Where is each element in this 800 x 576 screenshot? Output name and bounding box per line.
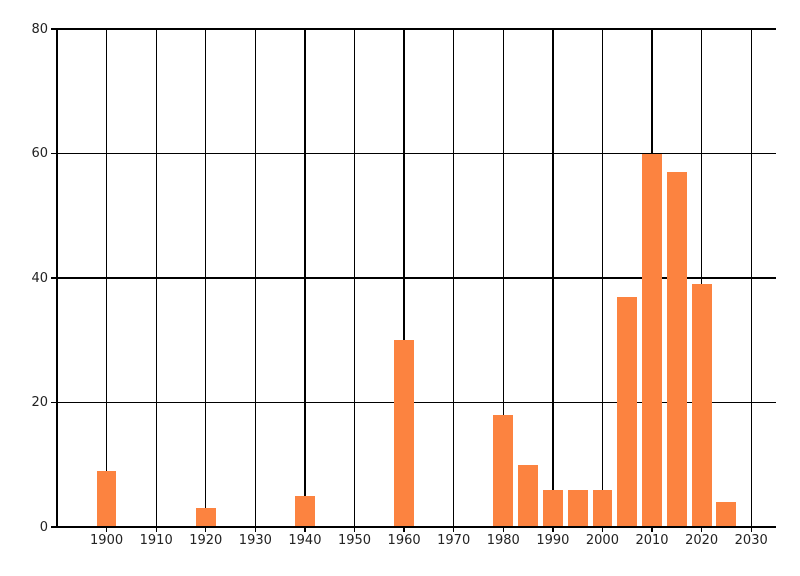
- bar: [716, 502, 737, 527]
- bar: [518, 464, 538, 527]
- y-tick: [51, 401, 57, 404]
- y-tick-label: 80: [31, 21, 48, 37]
- x-tick: [700, 527, 703, 532]
- x-tick-label: 1980: [486, 533, 520, 548]
- bar: [691, 284, 712, 527]
- y-tick: [51, 277, 57, 279]
- y-tick: [51, 152, 57, 155]
- h-gridline: [57, 277, 776, 279]
- x-tick: [750, 527, 752, 532]
- x-tick: [601, 527, 604, 532]
- x-tick-label: 1950: [337, 533, 372, 548]
- x-tick: [403, 527, 405, 532]
- x-tick: [353, 527, 356, 532]
- x-tick: [453, 527, 455, 532]
- y-tick-label: 40: [31, 270, 48, 286]
- x-tick-label: 2020: [685, 533, 719, 548]
- y-tick-label: 0: [39, 519, 48, 535]
- x-tick: [304, 527, 306, 532]
- x-tick: [651, 527, 653, 532]
- bar: [295, 495, 315, 527]
- x-tick-label: 1930: [238, 533, 272, 548]
- bar: [542, 489, 563, 527]
- x-tick-label: 1990: [536, 533, 570, 548]
- x-tick-label: 1910: [139, 533, 173, 548]
- bar: [195, 508, 216, 527]
- x-tick: [254, 527, 256, 532]
- x-tick-label: 2000: [585, 533, 619, 548]
- y-tick-label: 60: [31, 146, 48, 161]
- x-tick: [105, 527, 108, 532]
- h-gridline: [57, 152, 776, 155]
- y-tick: [51, 28, 57, 30]
- bar: [567, 489, 588, 527]
- x-axis-line: [57, 526, 776, 528]
- x-tick: [205, 527, 207, 532]
- x-tick-label: 1900: [90, 533, 124, 548]
- y-tick-label: 20: [31, 395, 48, 410]
- bar: [96, 470, 117, 527]
- bar: [666, 172, 687, 527]
- x-tick-label: 1970: [437, 533, 471, 548]
- h-gridline: [57, 28, 776, 30]
- x-tick-label: 1940: [288, 533, 322, 548]
- y-tick: [51, 526, 57, 528]
- x-tick: [155, 527, 157, 532]
- bar: [394, 340, 414, 527]
- x-tick-label: 1960: [387, 533, 421, 548]
- bar: [592, 489, 613, 527]
- bar: [617, 296, 638, 527]
- x-tick-label: 2030: [734, 533, 768, 548]
- bar: [642, 153, 662, 527]
- x-tick-label: 2010: [635, 533, 669, 548]
- bar: [493, 414, 514, 527]
- x-tick-label: 1920: [189, 533, 223, 548]
- x-tick: [502, 527, 504, 532]
- x-tick: [552, 527, 554, 532]
- h-gridline: [57, 401, 776, 404]
